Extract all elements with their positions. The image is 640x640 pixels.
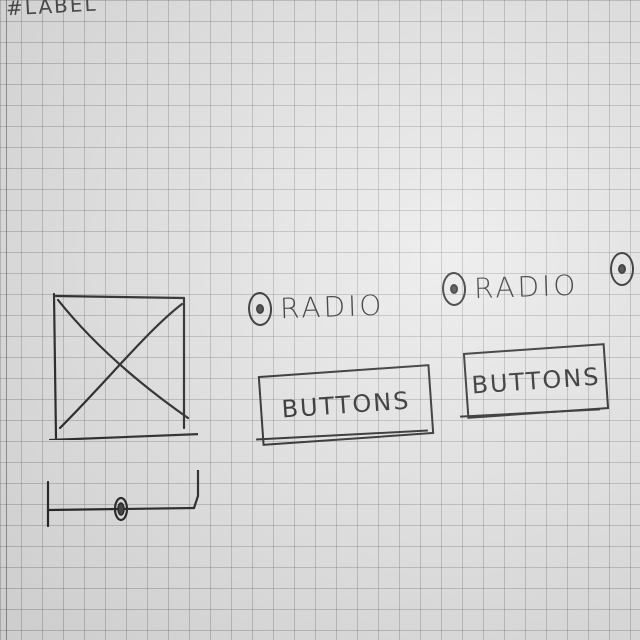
slider[interactable] [42, 470, 202, 530]
margin-line [6, 0, 7, 640]
radio-circle[interactable] [247, 291, 273, 327]
top-label: #LABEL [5, 0, 99, 21]
radio-label: RADIO [279, 288, 385, 325]
radio-label: RADIO [473, 268, 579, 305]
radio-selected-dot [618, 264, 626, 274]
slider-thumb [113, 496, 129, 522]
radio-selected-dot [255, 303, 265, 315]
radio-option-3[interactable] [610, 252, 640, 286]
slider-right-cap [192, 470, 200, 510]
radio-option-1[interactable]: RADIO [247, 288, 385, 327]
image-placeholder [48, 292, 198, 440]
radio-selected-dot [449, 283, 459, 295]
buttons-button-2[interactable]: BUTTONS [462, 343, 610, 419]
radio-option-2[interactable]: RADIO [441, 268, 579, 307]
image-placeholder-icon [48, 292, 198, 440]
radio-circle[interactable] [441, 271, 467, 307]
radio-circle[interactable] [610, 252, 634, 286]
